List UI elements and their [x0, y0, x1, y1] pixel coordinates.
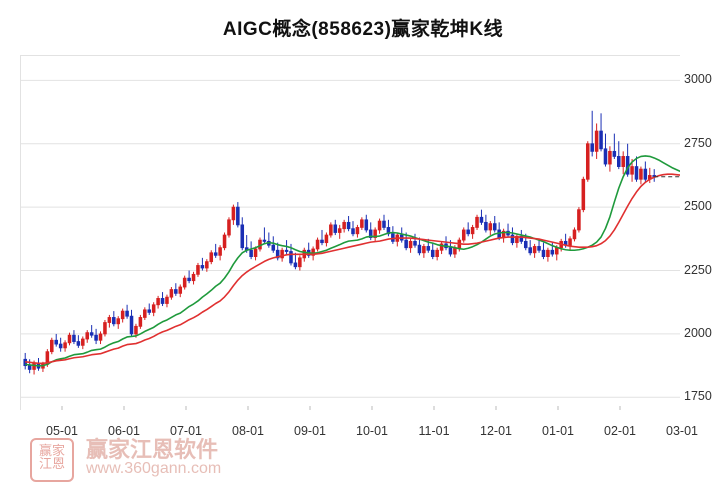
y-axis-tick-label: 1750 [684, 389, 712, 404]
x-axis-tick-label: 11-01 [418, 424, 450, 438]
y-axis-tick-label: 2750 [684, 135, 712, 150]
watermark-seal-line2: 江恩 [38, 456, 65, 471]
x-axis-tick-label: 08-01 [232, 424, 264, 438]
page-title: AIGC概念(858623)赢家乾坤K线 [222, 19, 504, 40]
x-axis-tick-label: 09-01 [294, 424, 326, 438]
candlestick-canvas [20, 55, 680, 410]
y-axis-tick-label: 3000 [684, 72, 712, 87]
y-axis-tick-label: 2250 [684, 262, 712, 277]
watermark-seal-icon: 赢家 江恩 [30, 438, 74, 482]
x-axis-labels: 05-01 06-01 07-01 08-01 09-01 10-01 11-01 12-01… [20, 424, 698, 444]
y-axis-tick-label: 2500 [684, 199, 712, 214]
chart-root: AIGC概念(858623)赢家乾坤K线 1750 2000 2250 2500 275… [20, 19, 726, 482]
x-axis-tick-label: 12-01 [480, 424, 512, 438]
chart-plot-area[interactable] [20, 55, 680, 410]
y-axis-tick-label: 2000 [684, 325, 712, 340]
x-axis-tick-label: 06-01 [108, 424, 140, 438]
y-axis-labels: 1750 2000 2250 2500 2750 3000 [684, 55, 726, 410]
watermark-url: www.360gann.com [86, 460, 222, 477]
x-axis-tick-label: 10-01 [356, 424, 388, 438]
x-axis-tick-label: 07-01 [170, 424, 202, 438]
x-axis-tick-label: 05-01 [46, 424, 78, 438]
watermark-seal-line1: 赢家 [38, 443, 65, 458]
x-axis-tick-label: 01-01 [542, 424, 574, 438]
x-axis-tick-label: 02-01 [604, 424, 636, 438]
x-axis-tick-label: 03-01 [666, 424, 698, 438]
